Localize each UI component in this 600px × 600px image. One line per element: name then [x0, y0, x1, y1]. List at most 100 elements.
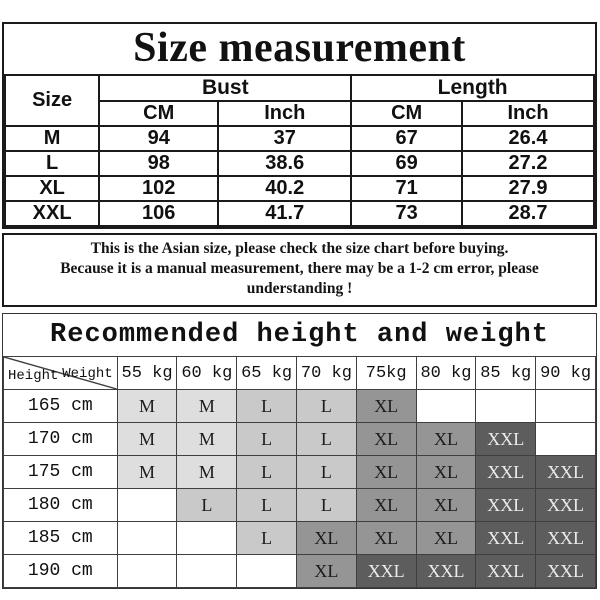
weight-header: 65 kg: [236, 356, 298, 390]
height-label: 180 cm: [3, 488, 118, 522]
weight-header: 60 kg: [176, 356, 238, 390]
bust-inch-value: 41.7: [217, 200, 353, 227]
size-table-unit-header-row: CM Inch CM Inch: [5, 100, 595, 127]
recommend-row-185: 185 cm L XL XL XL XXL XXL: [3, 521, 596, 555]
recommend-table: Height Weight 55 kg 60 kg 65 kg 70 kg 75…: [3, 356, 596, 588]
weight-header: 75kg: [355, 356, 417, 390]
size-cell: [116, 554, 178, 588]
recommend-row-175: 175 cm M M L L XL XL XXL XXL: [3, 455, 596, 489]
length-cm-header: CM: [350, 100, 464, 127]
size-chart-title: Size measurement: [133, 25, 466, 71]
size-cell: L: [236, 521, 298, 555]
height-label: 185 cm: [3, 521, 118, 555]
bust-cm-header: CM: [98, 100, 220, 127]
size-cell: XL: [355, 389, 417, 423]
size-cell: M: [176, 455, 238, 489]
note-line: This is the Asian size, please check the…: [90, 240, 509, 257]
size-cell: [535, 422, 596, 456]
corner-weight-label: Weight: [62, 366, 113, 382]
size-cell: XXL: [355, 554, 417, 588]
weight-header: 55 kg: [116, 356, 178, 390]
size-cell: L: [236, 455, 298, 489]
size-table-row-xxl: XXL 106 41.7 73 28.7: [3, 200, 595, 227]
weight-header: 85 kg: [475, 356, 537, 390]
height-label: 175 cm: [3, 455, 118, 489]
size-cell: [415, 389, 477, 423]
recommend-title: Recommended height and weight: [50, 320, 549, 350]
size-label: M: [3, 125, 101, 152]
size-table-row-l: L 98 38.6 69 27.2: [3, 150, 595, 177]
weight-header: 90 kg: [535, 356, 596, 390]
size-cell: XXL: [475, 554, 537, 588]
corner-height-label: Height: [8, 368, 59, 384]
bust-cm-value: 106: [98, 200, 220, 227]
recommend-row-170: 170 cm M M L L XL XL XXL: [3, 422, 596, 456]
size-cell: L: [236, 488, 298, 522]
length-cm-value: 71: [350, 175, 464, 202]
size-cell: L: [176, 488, 238, 522]
bust-inch-value: 40.2: [217, 175, 353, 202]
size-cell: L: [236, 389, 298, 423]
recommend-row-165: 165 cm M M L L XL: [3, 389, 596, 423]
size-cell: M: [176, 389, 238, 423]
recommend-panel: Recommended height and weight Height Wei…: [2, 313, 597, 589]
bust-inch-value: 38.6: [217, 150, 353, 177]
bust-cm-value: 98: [98, 150, 220, 177]
length-cm-value: 69: [350, 150, 464, 177]
size-cell: XL: [296, 521, 357, 555]
size-cell: M: [176, 422, 238, 456]
size-cell: XL: [415, 422, 477, 456]
size-table: Size Bust Length CM Inch CM Inch M 94 37…: [3, 74, 595, 227]
bust-group-header: Bust: [98, 74, 353, 102]
size-cell: [236, 554, 298, 588]
height-label: 165 cm: [3, 389, 118, 423]
size-cell: L: [296, 389, 357, 423]
weight-header: 70 kg: [296, 356, 357, 390]
size-cell: XXL: [475, 488, 537, 522]
size-cell: L: [296, 488, 357, 522]
size-cell: [116, 488, 178, 522]
size-label: XXL: [3, 200, 101, 227]
length-inch-value: 27.2: [461, 150, 595, 177]
size-cell: XXL: [535, 455, 596, 489]
length-inch-value: 28.7: [461, 200, 595, 227]
size-cell: L: [236, 422, 298, 456]
size-cell: L: [296, 422, 357, 456]
size-label: XL: [3, 175, 101, 202]
size-cell: XL: [355, 488, 417, 522]
size-cell: L: [296, 455, 357, 489]
size-cell: [116, 521, 178, 555]
length-inch-value: 26.4: [461, 125, 595, 152]
length-inch-header: Inch: [461, 100, 595, 127]
size-table-group-header-row: Size Bust Length: [3, 74, 595, 127]
height-label: 170 cm: [3, 422, 118, 456]
size-cell: XL: [355, 422, 417, 456]
weight-header: 80 kg: [415, 356, 477, 390]
height-label: 190 cm: [3, 554, 118, 588]
size-table-row-xl: XL 102 40.2 71 27.9: [3, 175, 595, 202]
size-cell: XXL: [535, 488, 596, 522]
length-inch-value: 27.9: [461, 175, 595, 202]
size-cell: XL: [415, 521, 477, 555]
recommend-row-190: 190 cm XL XXL XXL XXL XXL: [3, 554, 596, 588]
bust-inch-value: 37: [217, 125, 353, 152]
note-box: This is the Asian size, please check the…: [2, 233, 597, 307]
note-line: understanding !: [246, 280, 353, 297]
length-group-header: Length: [350, 74, 595, 102]
size-cell: M: [116, 422, 178, 456]
size-cell: XL: [355, 455, 417, 489]
recommend-row-180: 180 cm L L L XL XL XXL XXL: [3, 488, 596, 522]
recommend-header-row: Height Weight 55 kg 60 kg 65 kg 70 kg 75…: [3, 356, 596, 390]
size-cell: XXL: [475, 521, 537, 555]
note-line: Because it is a manual measurement, ther…: [60, 260, 539, 277]
bust-inch-header: Inch: [217, 100, 353, 127]
size-cell: XXL: [535, 554, 596, 588]
size-cell: XL: [296, 554, 357, 588]
size-column-header: Size: [3, 74, 101, 127]
diagonal-divider-line: [4, 357, 117, 389]
size-cell: [176, 554, 238, 588]
bust-cm-value: 102: [98, 175, 220, 202]
size-cell: M: [116, 455, 178, 489]
size-cell: [535, 389, 596, 423]
size-cell: XL: [415, 455, 477, 489]
